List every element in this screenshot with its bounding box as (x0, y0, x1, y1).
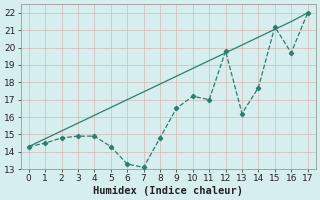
X-axis label: Humidex (Indice chaleur): Humidex (Indice chaleur) (93, 186, 243, 196)
